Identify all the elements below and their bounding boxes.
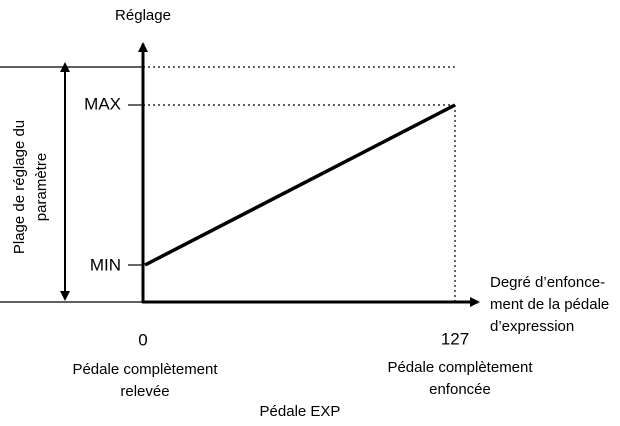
y-axis-title: Réglage [115, 7, 171, 24]
end-caption: enfoncée [429, 381, 491, 398]
start-caption: relevée [120, 383, 169, 400]
response-line [144, 103, 456, 267]
range-label: paramètre [33, 153, 50, 221]
range-label: Plage de réglage du [11, 120, 28, 254]
min-label: MIN [90, 255, 121, 274]
footer: Pédale EXP [260, 403, 341, 420]
x-axis-title: Degré d’enfonce- [490, 274, 605, 291]
x-axis-title: ment de la pédale [490, 296, 609, 313]
max-label: MAX [84, 94, 121, 113]
end-label: 127 [441, 329, 469, 348]
guides [0, 62, 456, 303]
start-caption: Pédale complètement [72, 361, 218, 378]
end-caption: Pédale complètement [387, 359, 533, 376]
x-axis-title: d’expression [490, 318, 574, 335]
start-label: 0 [138, 330, 147, 349]
